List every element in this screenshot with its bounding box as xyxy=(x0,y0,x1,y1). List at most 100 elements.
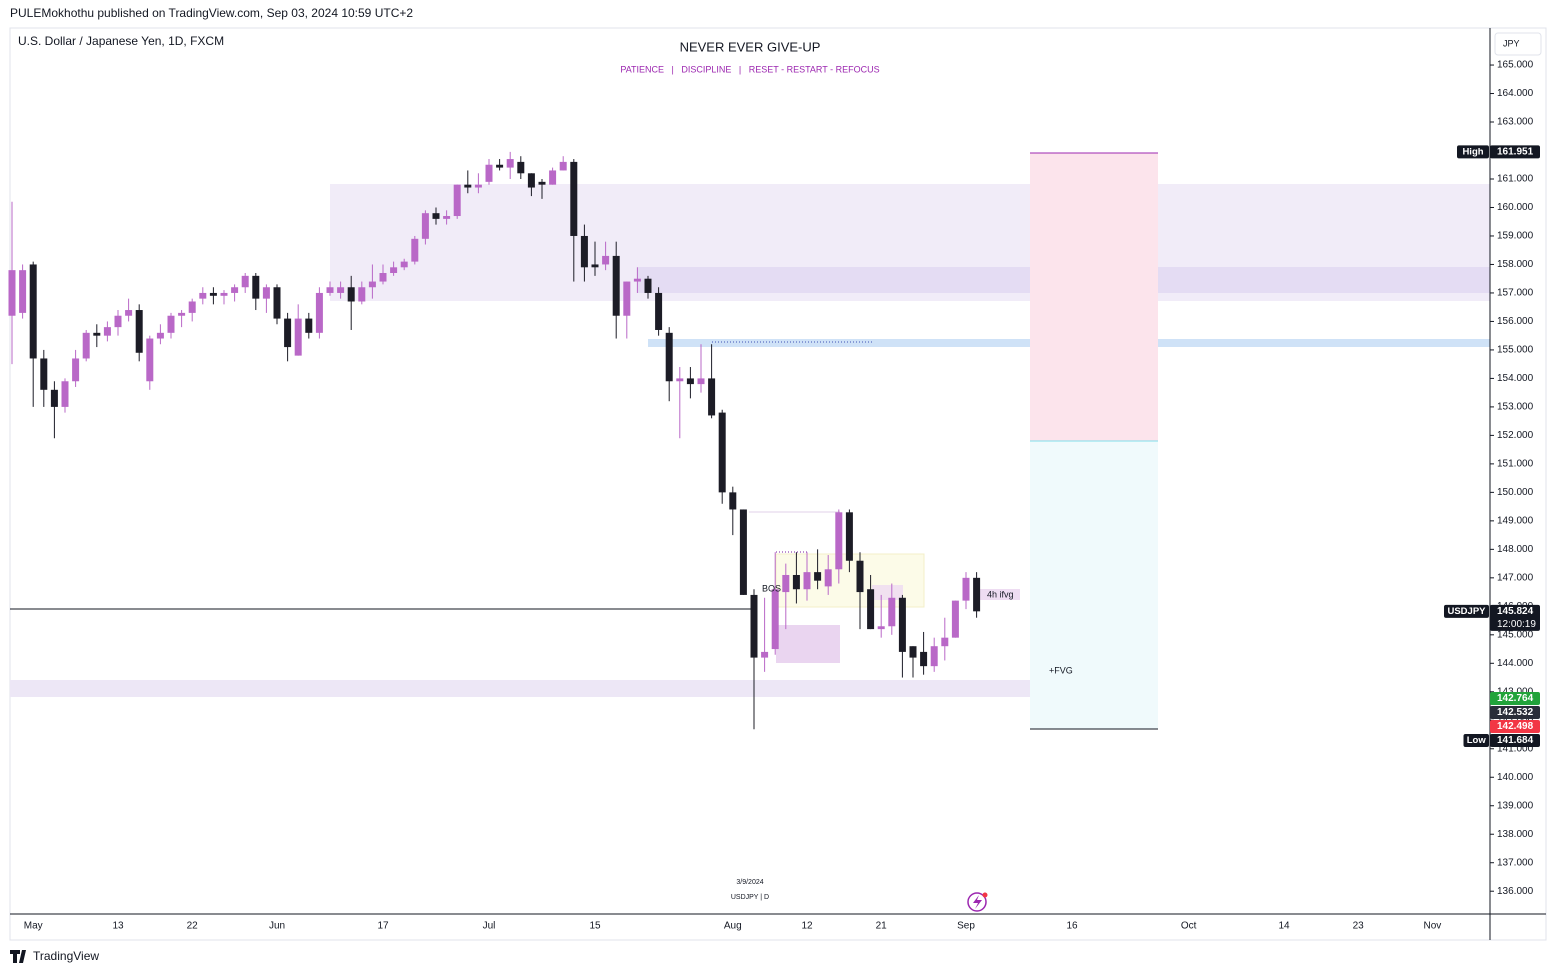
y-tick-label: 152.000 xyxy=(1497,430,1534,441)
price-badge-name: USDJPY xyxy=(1447,606,1486,617)
candle-body xyxy=(782,574,790,593)
candle-body xyxy=(814,572,822,581)
candle-body xyxy=(443,216,451,219)
candle-body xyxy=(527,173,535,188)
price-badge xyxy=(1490,145,1540,159)
y-tick-label: 153.000 xyxy=(1497,402,1534,413)
price-badge-value: 142.532 xyxy=(1497,707,1534,718)
candle-body xyxy=(496,164,504,168)
currency: JPY xyxy=(1503,38,1520,48)
candle-body xyxy=(655,292,663,330)
candle-body xyxy=(241,275,249,288)
price-badge xyxy=(1490,734,1540,748)
y-tick-label: 141.000 xyxy=(1497,743,1534,754)
candle-body xyxy=(400,261,408,268)
y-tick-label: 147.000 xyxy=(1497,572,1534,583)
y-tick-label: 138.000 xyxy=(1497,829,1534,840)
price-badge xyxy=(1490,720,1540,734)
candle-body xyxy=(867,589,875,630)
candle-body xyxy=(686,378,694,385)
candle-body xyxy=(750,594,758,658)
publisher: PULEMokhothu published on TradingView.co… xyxy=(10,6,413,20)
countdown: 12:00:19 xyxy=(1497,619,1536,630)
frame xyxy=(9,27,1547,941)
candle-body xyxy=(898,597,906,652)
x-tick-label: Sep xyxy=(957,921,975,932)
candle-body xyxy=(337,287,345,293)
annotation: 4h ifvg xyxy=(987,589,1014,599)
candle-body xyxy=(580,235,588,268)
candle-body xyxy=(40,358,48,390)
candle-body xyxy=(888,597,896,627)
x-tick-label: 22 xyxy=(187,921,199,932)
y-tick-label: 140.000 xyxy=(1497,772,1534,783)
candle-body xyxy=(771,589,779,650)
candle-body xyxy=(549,170,557,185)
price-badge-name-box xyxy=(1457,145,1489,159)
candle-body xyxy=(326,287,334,293)
candle-body xyxy=(82,332,90,359)
candle-body xyxy=(803,572,811,590)
candle-body xyxy=(209,292,217,296)
x-tick-label: Nov xyxy=(1424,921,1442,932)
price-badge-name: High xyxy=(1462,146,1483,157)
marks xyxy=(8,151,981,730)
y-tick-label: 149.000 xyxy=(1497,515,1534,526)
x-tick-label: 13 xyxy=(112,921,124,932)
candle-body xyxy=(220,292,228,296)
footer: TradingView xyxy=(33,949,99,963)
candle-body xyxy=(252,275,260,299)
stop-zone xyxy=(1030,153,1158,441)
candle-body xyxy=(951,600,959,638)
candle-body xyxy=(845,512,853,561)
candle-body xyxy=(199,292,207,299)
zone xyxy=(872,585,903,600)
x-tick-label: May xyxy=(24,921,43,932)
x-tick-label: Aug xyxy=(724,921,742,932)
candle-body xyxy=(305,318,313,333)
candle-body xyxy=(262,287,270,299)
candle-body xyxy=(61,381,69,407)
candle-body xyxy=(676,378,684,382)
y-tick-label: 164.000 xyxy=(1497,88,1534,99)
price-badge-name: Low xyxy=(1467,735,1487,746)
candle-body xyxy=(315,292,323,333)
price-badge-value: 141.684 xyxy=(1497,735,1534,746)
candle-body xyxy=(167,315,175,333)
candle-body xyxy=(856,560,864,593)
icon xyxy=(973,895,982,909)
candle-body xyxy=(284,318,292,348)
price-badge-value: 142.764 xyxy=(1497,693,1534,704)
candle-body xyxy=(135,310,143,353)
candle-body xyxy=(125,310,133,316)
zone xyxy=(776,625,840,663)
candle-body xyxy=(368,281,376,288)
zone xyxy=(10,680,1073,697)
price-badge xyxy=(1490,706,1540,720)
x-tick-label: Jun xyxy=(269,921,285,932)
y-tick-label: 154.000 xyxy=(1497,373,1534,384)
candle-body xyxy=(474,184,482,188)
x-tick-label: 16 xyxy=(1066,921,1078,932)
candle-body xyxy=(72,358,80,382)
candle-body xyxy=(644,278,652,293)
y-tick-label: 151.000 xyxy=(1497,459,1534,470)
candle-body xyxy=(146,338,154,382)
drawings xyxy=(10,152,1490,730)
y-tick-label: 136.000 xyxy=(1497,886,1534,897)
candle-body xyxy=(506,159,514,168)
candle-body xyxy=(941,637,949,647)
candle-body xyxy=(464,184,472,188)
price-badge xyxy=(1490,692,1540,706)
price-badge-value: 145.824 xyxy=(1497,606,1534,617)
price-badge-value: 161.951 xyxy=(1497,147,1534,158)
price-badge-name-box xyxy=(1463,734,1489,748)
price-badge xyxy=(1490,604,1540,631)
x-tick-label: 12 xyxy=(801,921,813,932)
candle-body xyxy=(347,287,355,302)
y-tick-label: 157.000 xyxy=(1497,288,1534,299)
candle-body xyxy=(358,287,366,302)
candle-body xyxy=(19,270,27,313)
candle-body xyxy=(559,161,567,171)
